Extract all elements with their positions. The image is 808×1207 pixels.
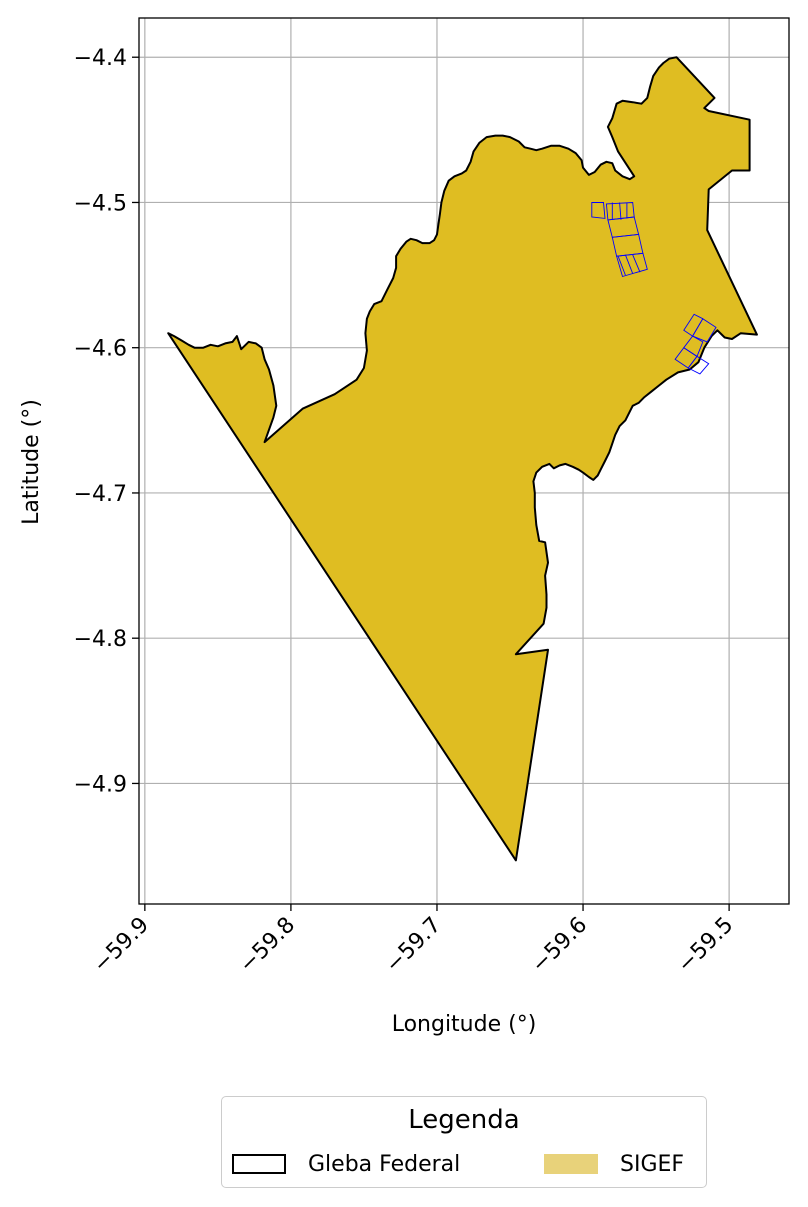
legend-label-sigef: SIGEF bbox=[620, 1151, 685, 1177]
gleba-federal-polygon bbox=[167, 56, 758, 862]
sigef-parcel bbox=[687, 355, 710, 375]
y-axis-label: Latitude (°) bbox=[19, 399, 44, 525]
legend-swatch-outline bbox=[232, 1154, 286, 1174]
sigef-parcel bbox=[616, 252, 648, 278]
sigef-parcel bbox=[619, 202, 622, 220]
x-tick-label: −59.5 bbox=[673, 913, 738, 978]
legend-entry-gleba-federal: Gleba Federal bbox=[232, 1149, 460, 1179]
y-tick-label: −4.4 bbox=[74, 46, 127, 71]
x-tick-label: −59.6 bbox=[527, 913, 592, 978]
map-layers bbox=[167, 56, 758, 862]
y-tick-label: −4.9 bbox=[74, 772, 127, 797]
y-tick-label: −4.6 bbox=[74, 337, 127, 362]
x-tick-label: −59.7 bbox=[381, 913, 446, 978]
sigef-parcel bbox=[632, 254, 641, 273]
legend-title: Legenda bbox=[408, 1105, 520, 1135]
sigef-parcel bbox=[683, 335, 704, 358]
x-axis-label: Longitude (°) bbox=[392, 1012, 537, 1037]
y-tick-label: −4.7 bbox=[74, 482, 127, 507]
axes-frame bbox=[138, 17, 790, 905]
y-tick-label: −4.8 bbox=[74, 627, 127, 652]
sigef-parcel bbox=[624, 254, 634, 274]
x-tick-label: −59.9 bbox=[89, 913, 154, 978]
x-tick-label: −59.8 bbox=[235, 913, 300, 978]
y-tick-label: −4.5 bbox=[74, 191, 127, 216]
legend-entry-sigef: SIGEF bbox=[544, 1149, 684, 1179]
sigef-parcel bbox=[691, 318, 717, 343]
sigef-parcel bbox=[617, 256, 626, 276]
legend: Legenda Gleba Federal SIGEF bbox=[221, 1096, 707, 1188]
legend-label-gleba-federal: Gleba Federal bbox=[308, 1151, 461, 1177]
sigef-parcel bbox=[591, 202, 606, 219]
legend-swatch-fill bbox=[544, 1154, 598, 1174]
